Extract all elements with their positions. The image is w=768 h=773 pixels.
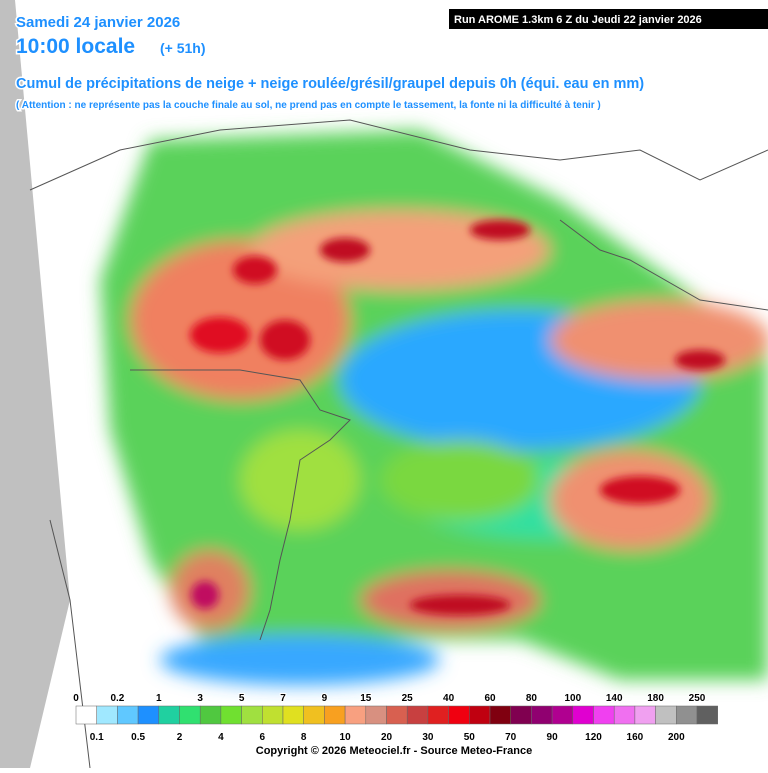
legend-label: 80 xyxy=(526,693,538,704)
legend-label: 0 xyxy=(73,693,79,704)
lead-time: (+ 51h) xyxy=(160,40,206,56)
legend-label: 90 xyxy=(547,732,559,743)
legend-swatch xyxy=(551,705,574,725)
legend-swatch xyxy=(220,705,242,725)
legend-swatch xyxy=(282,705,304,725)
legend-label: 9 xyxy=(322,693,328,704)
copyright: Copyright © 2026 Meteociel.fr - Source M… xyxy=(256,745,532,757)
legend-label: 5 xyxy=(239,693,245,704)
legend-swatch xyxy=(489,705,511,725)
legend-swatch xyxy=(344,705,367,725)
legend-swatch xyxy=(96,705,118,725)
legend-swatch xyxy=(324,705,346,725)
legend-swatch xyxy=(655,705,677,725)
legend-swatch xyxy=(634,705,656,725)
legend-label: 200 xyxy=(668,732,685,743)
legend-label: 100 xyxy=(564,693,581,704)
map-title: Cumul de précipitations de neige + neige… xyxy=(16,76,644,92)
legend: 0 0.1 0.2 0.5 1 2 3 4 5 6 7 8 9 10 15 20 25 30 40 50 60 70 80 9… xyxy=(72,692,718,744)
legend-swatch xyxy=(262,705,284,725)
legend-label: 3 xyxy=(197,693,203,704)
legend-swatch xyxy=(613,705,636,725)
legend-label: 6 xyxy=(260,732,266,743)
legend-label: 50 xyxy=(464,732,476,743)
run-info: Run AROME 1.3km 6 Z du Jeudi 22 janvier … xyxy=(454,14,702,26)
legend-label: 7 xyxy=(280,693,286,704)
legend-label: 40 xyxy=(443,693,455,704)
legend-label: 70 xyxy=(505,732,517,743)
legend-swatch xyxy=(137,705,160,725)
legend-swatch xyxy=(75,705,97,725)
legend-label: 30 xyxy=(422,732,434,743)
legend-label: 15 xyxy=(360,693,372,704)
precipitation-field xyxy=(100,130,768,685)
legend-swatch xyxy=(510,705,532,725)
legend-swatch xyxy=(117,705,139,725)
run-banner xyxy=(449,9,768,29)
date: Samedi 24 janvier 2026 xyxy=(16,14,180,31)
legend-swatch xyxy=(427,705,449,725)
legend-label: 250 xyxy=(689,693,706,704)
intense-cores xyxy=(190,220,725,615)
legend-swatch xyxy=(365,705,387,725)
legend-label: 0.2 xyxy=(110,693,124,704)
legend-label: 8 xyxy=(301,732,307,743)
legend-label: 60 xyxy=(484,693,496,704)
legend-label: 0.1 xyxy=(90,732,104,743)
legend-swatch xyxy=(531,705,553,725)
legend-label: 1 xyxy=(156,693,162,704)
legend-swatch xyxy=(696,705,718,725)
legend-label: 4 xyxy=(218,732,224,743)
legend-label: 2 xyxy=(177,732,183,743)
ocean-mask xyxy=(0,0,70,768)
legend-label: 160 xyxy=(627,732,644,743)
legend-swatch xyxy=(158,705,180,725)
legend-label: 140 xyxy=(606,693,623,704)
legend-label: 180 xyxy=(647,693,664,704)
legend-swatch xyxy=(469,705,491,725)
legend-swatch xyxy=(406,705,429,725)
legend-swatch xyxy=(199,705,222,725)
legend-label: 120 xyxy=(585,732,602,743)
legend-swatch xyxy=(303,705,325,725)
legend-label: 10 xyxy=(340,732,352,743)
legend-label: 20 xyxy=(381,732,393,743)
legend-label: 0.5 xyxy=(131,732,145,743)
note: ( Attention : ne représente pas la couch… xyxy=(16,100,601,111)
time: 10:00 locale xyxy=(16,35,135,58)
legend-swatch xyxy=(448,705,470,725)
legend-swatch xyxy=(572,705,594,725)
legend-swatch xyxy=(241,705,263,725)
legend-swatch xyxy=(593,705,615,725)
legend-swatch xyxy=(386,705,408,725)
legend-label: 25 xyxy=(402,693,414,704)
legend-swatch xyxy=(676,705,698,725)
legend-swatch xyxy=(179,705,201,725)
